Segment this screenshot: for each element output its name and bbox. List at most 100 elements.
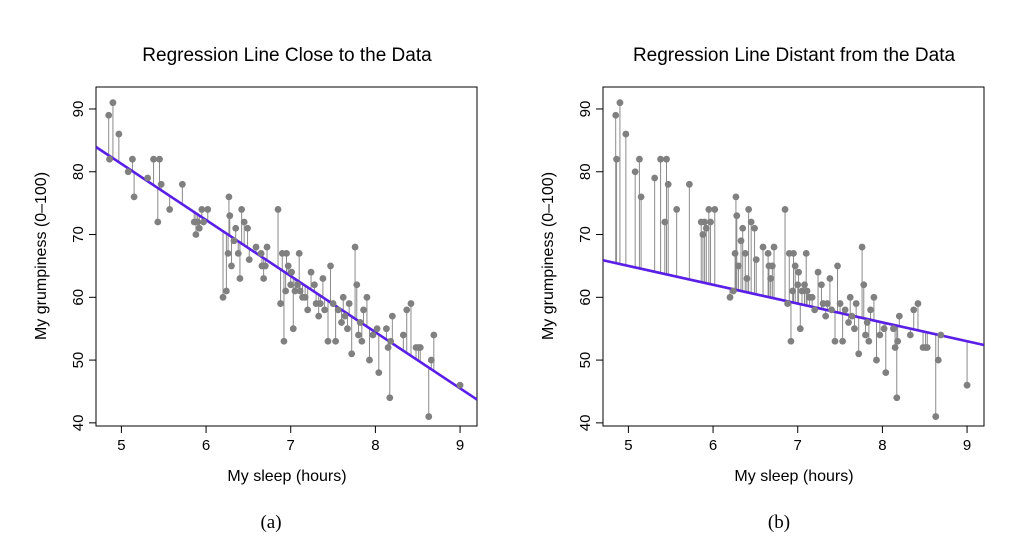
data-point (324, 337, 332, 345)
data-point (846, 293, 854, 301)
data-point (906, 331, 914, 339)
x-ticks-a: 5 6 7 8 9 (117, 426, 464, 454)
data-point (240, 218, 248, 226)
data-point (351, 243, 359, 251)
data-point (741, 249, 749, 257)
data-point (865, 337, 873, 345)
data-point (934, 356, 942, 364)
data-point (356, 319, 364, 326)
data-point (631, 168, 639, 176)
x-axis-label-a: My sleep (hours) (227, 468, 346, 485)
data-point (329, 300, 337, 307)
data-point (963, 381, 971, 389)
data-point (811, 306, 819, 314)
points-a (105, 99, 464, 420)
data-point (230, 237, 238, 245)
data-point (894, 337, 902, 345)
data-point (890, 325, 897, 333)
data-point (283, 249, 290, 257)
data-point (768, 262, 776, 270)
data-point (826, 275, 834, 282)
y-tick-label: 40 (577, 415, 594, 432)
regression-line-b (602, 258, 985, 347)
data-point (130, 193, 138, 201)
data-point (154, 218, 162, 226)
x-tick-label: 6 (202, 437, 210, 454)
data-point (910, 306, 918, 314)
data-point (334, 306, 342, 314)
data-point (195, 224, 203, 232)
data-point (841, 306, 849, 314)
data-point (399, 331, 407, 339)
data-point (831, 337, 839, 345)
data-point (263, 243, 271, 251)
caption-b: (b) (768, 512, 790, 533)
data-point (222, 287, 230, 295)
data-point (238, 206, 246, 213)
data-point (366, 356, 373, 364)
y-axis-label-a: My grumpiness (0–100) (33, 172, 50, 340)
data-point (914, 300, 922, 307)
data-point (178, 180, 186, 188)
data-point (144, 174, 152, 182)
data-point (245, 256, 253, 264)
data-point (751, 224, 758, 232)
data-point (156, 155, 163, 163)
data-point (274, 206, 282, 213)
data-point (673, 206, 681, 213)
data-point (863, 319, 871, 326)
data-point (124, 168, 132, 176)
data-point (839, 337, 847, 345)
data-point (862, 331, 869, 339)
data-point (893, 394, 901, 402)
points-b (612, 99, 971, 420)
data-point (801, 281, 808, 289)
data-point (767, 275, 775, 282)
data-point (612, 111, 620, 119)
data-point (234, 249, 242, 257)
data-point (613, 155, 620, 163)
data-point (407, 300, 415, 307)
data-point (294, 281, 301, 289)
data-point (219, 293, 227, 301)
data-point (880, 325, 888, 333)
data-point (319, 275, 327, 282)
x-axis-label-b: My sleep (hours) (734, 468, 853, 485)
data-point (729, 287, 737, 295)
data-point (157, 180, 165, 188)
data-point (759, 243, 767, 251)
data-point (702, 224, 710, 232)
data-point (795, 268, 802, 276)
x-tick-label: 5 (117, 437, 125, 454)
data-point (651, 174, 659, 182)
data-point (808, 293, 816, 301)
data-point (784, 300, 791, 307)
data-point (860, 281, 868, 289)
data-point (858, 243, 866, 251)
data-point (664, 180, 672, 188)
data-point (796, 325, 804, 333)
data-point (891, 344, 899, 351)
data-point (427, 356, 435, 364)
data-point (252, 243, 260, 251)
data-point (344, 325, 351, 333)
residuals-b (615, 102, 968, 417)
regression-line-a (95, 145, 478, 401)
data-point (200, 218, 207, 226)
data-point (115, 130, 123, 138)
data-point (166, 206, 174, 213)
data-point (699, 231, 707, 238)
data-point (752, 256, 760, 264)
data-point (284, 262, 292, 270)
data-point (895, 312, 903, 320)
plot-frame-b (602, 86, 985, 427)
data-point (109, 99, 117, 107)
data-point (225, 193, 233, 201)
data-point (685, 180, 693, 188)
data-point (616, 99, 624, 107)
data-point (150, 155, 157, 163)
data-point (802, 249, 810, 257)
data-point (636, 155, 643, 163)
data-point (311, 281, 318, 289)
